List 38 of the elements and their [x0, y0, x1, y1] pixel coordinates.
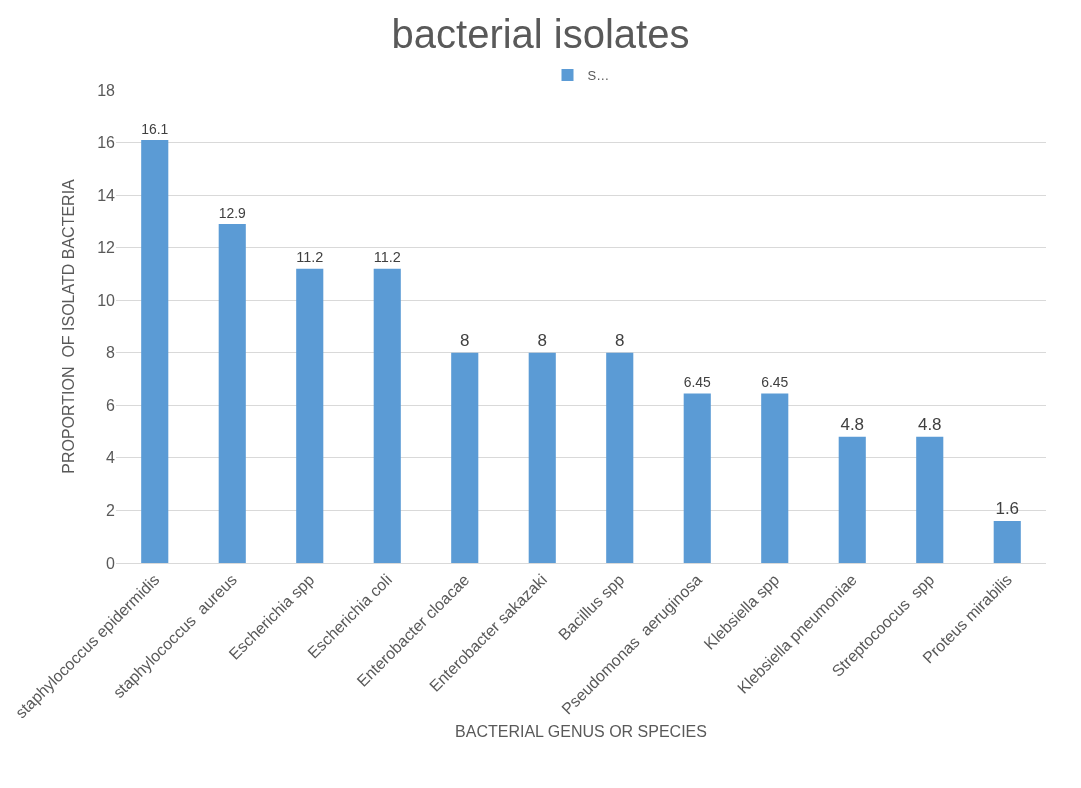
bar [451, 352, 479, 563]
y-tick-label: 16 [97, 134, 116, 152]
y-tick-label: 10 [97, 291, 116, 309]
bar [761, 393, 789, 563]
data-label: 11.2 [296, 249, 324, 266]
bar [141, 139, 169, 563]
data-label: 16.1 [141, 120, 169, 137]
data-label: 4.8 [917, 414, 942, 434]
data-label: 6.45 [761, 374, 789, 391]
bar [528, 352, 556, 563]
bar [916, 436, 944, 563]
y-tick-label: 0 [106, 554, 116, 572]
bar [993, 520, 1021, 563]
bar [218, 224, 246, 563]
data-label: 8 [615, 330, 625, 350]
bar [606, 352, 634, 563]
y-tick-label: 18 [97, 81, 116, 99]
y-tick-label: 2 [106, 502, 116, 520]
y-tick-label: 12 [97, 239, 116, 257]
data-label: 8 [460, 330, 470, 350]
data-label: 12.9 [218, 204, 247, 221]
bar [683, 393, 711, 563]
data-label: 8 [537, 330, 547, 350]
data-label: 11.2 [373, 249, 401, 266]
data-label: 4.8 [840, 414, 865, 434]
y-tick-label: 14 [97, 186, 116, 204]
y-axis-title: PROPORTION OF ISOLATD BACTERIA [60, 178, 77, 474]
x-axis-title: BACTERIAL GENUS OR SPECIES [455, 723, 707, 741]
bar [838, 436, 866, 563]
legend-label: S… [587, 68, 610, 84]
bar [296, 268, 324, 563]
data-label: 6.45 [683, 374, 712, 391]
chart-title: bacterial isolates [391, 11, 690, 56]
y-tick-label: 4 [106, 449, 116, 467]
bar [373, 268, 401, 563]
data-label: 1.6 [995, 498, 1020, 518]
y-tick-label: 6 [106, 396, 116, 414]
y-tick-label: 8 [106, 344, 116, 362]
